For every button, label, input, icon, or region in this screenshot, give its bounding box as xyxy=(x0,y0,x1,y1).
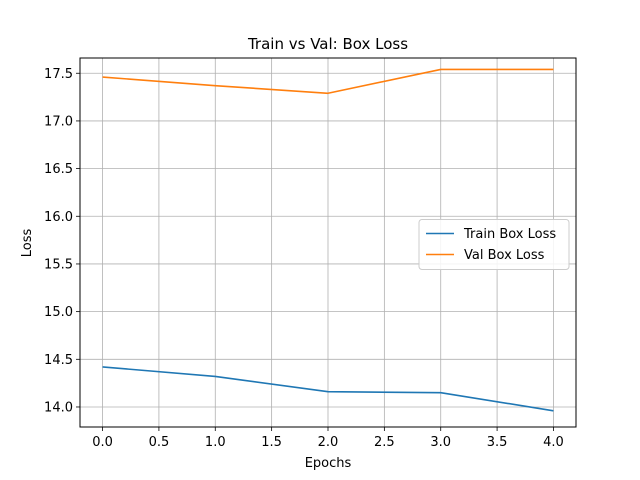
x-tick-label: 0.0 xyxy=(92,435,113,450)
legend-label: Train Box Loss xyxy=(463,227,556,242)
y-tick-label: 15.5 xyxy=(44,257,73,272)
legend-box xyxy=(418,219,570,270)
x-tick-label: 2.0 xyxy=(318,435,339,450)
series-lines xyxy=(102,68,554,412)
series-line-train-box-loss xyxy=(102,366,554,412)
y-axis-title: Loss xyxy=(20,229,35,258)
chart-title: Train vs Val: Box Loss xyxy=(247,35,408,53)
y-tick-label: 16.5 xyxy=(44,162,73,177)
x-tick-label: 0.5 xyxy=(149,435,170,450)
series-line-val-box-loss xyxy=(102,68,554,95)
y-tick-label: 17.5 xyxy=(44,67,73,82)
x-tick-label: 2.5 xyxy=(374,435,395,450)
x-tick-label: 3.5 xyxy=(487,435,508,450)
y-tick-label: 17.0 xyxy=(44,114,73,129)
x-tick-label: 1.5 xyxy=(261,435,282,450)
y-tick-label: 14.5 xyxy=(44,353,73,368)
legend-label: Val Box Loss xyxy=(464,248,545,263)
axis-ticks: 0.0 0.5 1.0 1.5 2.0 2.5 3.0 3.5 4.0 14.0 14.5 15.0 1… xyxy=(44,67,564,450)
y-tick-label: 14.0 xyxy=(44,400,73,415)
x-tick-label: 4.0 xyxy=(543,435,564,450)
y-tick-label: 16.0 xyxy=(44,210,73,225)
grid xyxy=(80,58,576,427)
x-tick-label: 1.0 xyxy=(205,435,226,450)
y-tick-label: 15.0 xyxy=(44,305,73,320)
legend: Train Box Loss Val Box Loss xyxy=(418,219,570,270)
x-axis-title: Epochs xyxy=(305,456,352,471)
x-tick-label: 3.0 xyxy=(430,435,451,450)
